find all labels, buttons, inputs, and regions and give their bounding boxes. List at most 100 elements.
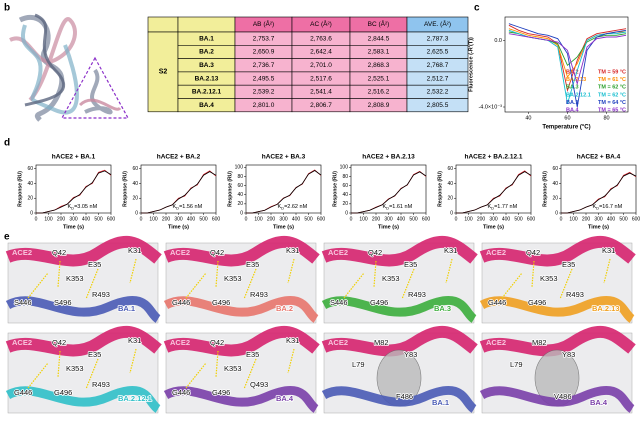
x-tick-label: 500 [199,216,208,222]
panel-label: b [4,3,10,14]
cell-text: 2,801.0 [253,102,275,109]
chart-title: hACE2 + BA.4 [577,154,621,161]
variant-label: BA.2 [276,304,293,313]
kd-part: K [278,204,282,210]
x-tick-label: 300 [69,216,78,222]
y-tick-label: 80 [342,174,348,180]
cell-text: 2,763.6 [310,35,332,42]
cell-text: 2,625.5 [427,49,449,56]
x-tick-label: 500 [409,216,418,222]
x-tick-label: 40 [525,115,531,121]
x-tick-label: 100 [359,216,368,222]
kd-label: KD=2.62 nM [278,204,308,210]
legend-annotation: TM = 62 °C [598,92,626,98]
residue-label: G446 [488,298,506,307]
kd-part: K [68,204,72,210]
residue-label: E35 [88,350,101,359]
ace2-helix [163,236,320,267]
residue-label: Q42 [52,248,66,257]
kd-part: D [176,206,179,211]
residue-label: R493 [250,290,268,299]
cell-text: BA.3 [199,62,214,69]
residue-label: S446 [14,298,32,307]
x-tick-label: 400 [187,216,196,222]
y-tick-label: 60 [342,183,348,189]
ace2-helix [479,236,636,267]
cell-text: 2,806.7 [310,102,332,109]
plot-frame [504,16,629,113]
kd-label: KD=1.61 nM [383,204,413,210]
x-tick-label: 400 [82,216,91,222]
legend-annotation: TM = 59 °C [598,69,626,75]
variant-ribbon [321,296,477,323]
cell-text: BA.4 [199,102,214,109]
residue-label: G496 [212,298,230,307]
x-tick-label: 0 [245,216,248,222]
residue-label: K31 [128,336,141,345]
panel-label: d [4,138,10,149]
residue-label: G496 [54,388,72,397]
y-axis-label: Response (RU) [17,171,23,207]
kd-part: =3.05 nM [74,204,98,210]
legend-label: BA.2 [566,69,579,75]
chain-label: ACE2 [12,338,32,347]
residue-label: G446 [172,298,190,307]
header-text: AVE. (Å²) [424,19,451,28]
residue-label: Y83 [562,350,575,359]
h-bond [445,258,453,284]
residue-label: L79 [510,360,523,369]
x-tick-label: 100 [569,216,578,222]
legend-label: BA.1 [566,100,579,106]
x-axis-label: Time (s) [168,224,189,230]
x-tick-label: 60 [564,115,570,121]
y-axis-label: Response (RU) [227,171,233,207]
ace2-helix [321,326,478,357]
y-tick-label: 60 [27,166,33,172]
y-tick-label: 40 [342,192,348,198]
residue-label: K353 [66,364,84,373]
structure-panel: ACE2 Q42 E35 K31 K353 S446 G496 R493 BA.3 [321,236,478,324]
x-axis-label: Time (s) [63,224,84,230]
h-bond [603,258,611,284]
chart-title: hACE2 + BA.2.13 [362,154,415,161]
residue-label: K31 [602,246,615,255]
h-bond [129,258,137,284]
ace2-helix [479,326,636,357]
residue-label: E35 [88,260,101,269]
structure-panel: ACE2 Q42 E35 K31 K353 G446 G496 Q493 BA.4 [163,326,320,414]
group-text: S2 [159,69,168,76]
y-axis-label: Response (RU) [122,171,128,207]
residue-label: R493 [566,290,584,299]
residue-label: G496 [370,298,388,307]
kd-label: KD=3.05 nM [68,204,98,210]
x-tick-label: 0 [455,216,458,222]
x-tick-label: 300 [174,216,183,222]
x-tick-label: 400 [292,216,301,222]
h-bond [57,260,61,288]
kd-label: KD=1.77 nM [488,204,518,210]
variant-ribbon [163,296,319,323]
kd-label: KD=1.56 nM [173,204,203,210]
cell-text: BA.2.13 [195,75,219,82]
kd-part: =1.56 nM [179,204,203,210]
cell-text: 2,495.5 [253,75,275,82]
x-tick-label: 400 [607,216,616,222]
x-axis-label: Time (s) [273,224,294,230]
y-tick-label: 0.0 [494,38,502,44]
x-tick-label: 200 [267,216,276,222]
ribbon [24,13,65,107]
variant-ribbon [5,386,161,413]
chain-label: ACE2 [170,338,190,347]
y-tick-label: 40 [552,181,558,187]
legend-annotation: TM = 64 °C [598,100,626,106]
residue-label: Q42 [526,248,540,257]
residue-label: E35 [246,260,259,269]
y-tick-label: 0 [135,210,138,216]
cell-text: 2,787.3 [427,35,449,42]
chart: 0 20 40 60 80 100 0 100 200 300 400 500 600 Time (s) R… [332,154,430,231]
series-line [508,24,627,93]
header-text: AB (Å²) [253,19,274,28]
